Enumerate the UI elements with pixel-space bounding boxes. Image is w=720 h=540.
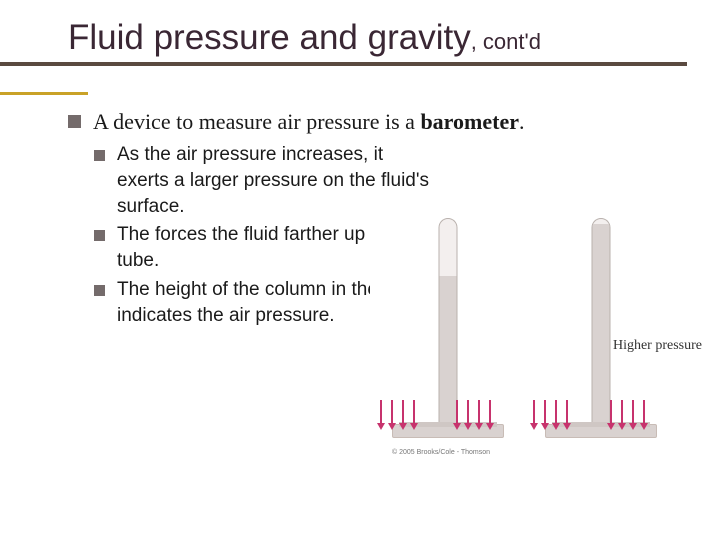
pressure-arrows <box>610 400 645 430</box>
pressure-arrows <box>533 400 568 430</box>
l1-bold: barometer <box>420 109 519 134</box>
bullet-l1-text: A device to measure air pressure is a ba… <box>93 108 525 136</box>
title-main: Fluid pressure and gravity <box>68 18 471 57</box>
figure-label-higher-pressure: Higher pressure <box>613 338 702 354</box>
l1-suffix: . <box>519 109 525 134</box>
bullet-l1: A device to measure air pressure is a ba… <box>68 108 700 136</box>
bullet-square-icon <box>94 150 105 161</box>
l1-prefix: A device to measure air pressure is a <box>93 109 420 134</box>
bullet-square-icon <box>94 285 105 296</box>
pressure-arrows <box>456 400 491 430</box>
bullet-square-icon <box>68 115 81 128</box>
tube-left <box>439 218 458 424</box>
figure-copyright: © 2005 Brooks/Cole - Thomson <box>392 449 490 456</box>
barometer-figure: Higher pressure © 2005 Brooks/Cole - Tho… <box>370 192 700 462</box>
tube-right <box>592 218 611 424</box>
title-rule-dark <box>0 62 687 66</box>
slide-title: Fluid pressure and gravity, cont'd <box>0 18 720 58</box>
pressure-arrows <box>380 400 415 430</box>
title-rule-accent <box>0 92 88 95</box>
title-sub: , cont'd <box>471 29 541 54</box>
mercury-column-right <box>593 224 610 424</box>
bullet-square-icon <box>94 230 105 241</box>
mercury-column-left <box>440 276 457 424</box>
